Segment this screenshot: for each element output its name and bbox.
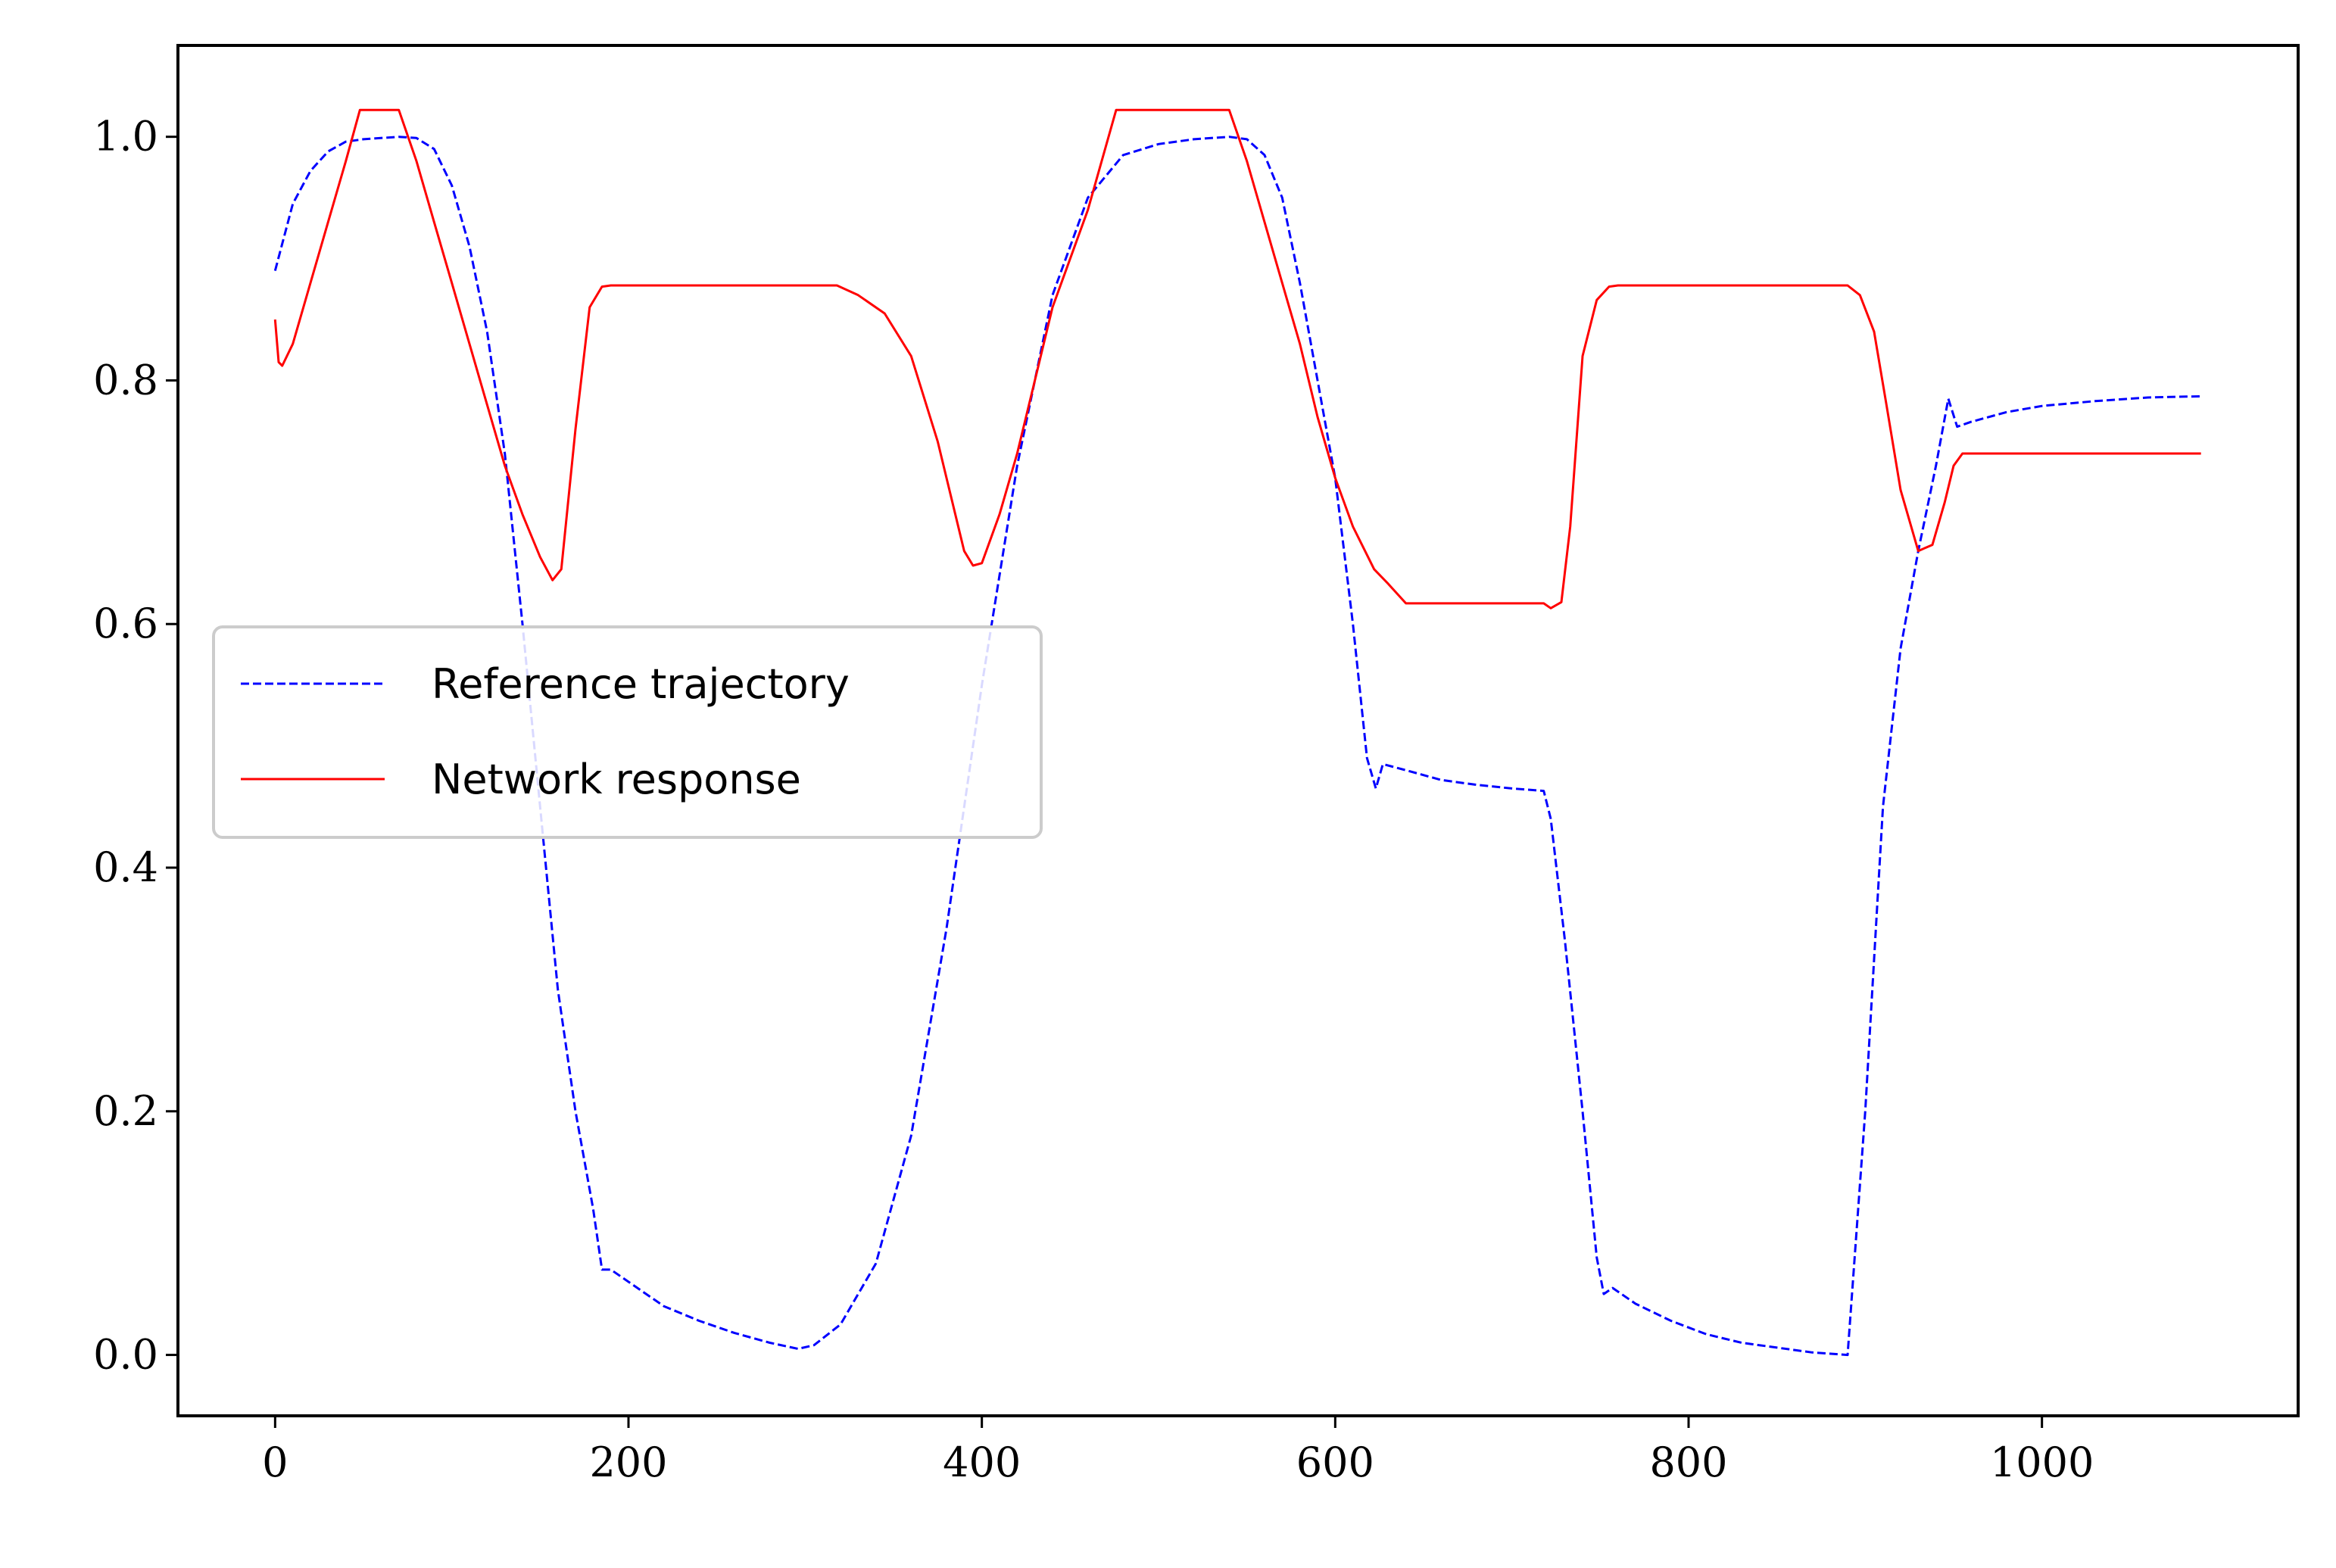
x-tick-label: 600 [1296, 1439, 1374, 1486]
series-line-network-response [273, 108, 2201, 609]
y-tick-label: 0.2 [93, 1087, 158, 1135]
y-tick-label: 0.8 [93, 356, 158, 404]
y-axis: 0.0 0.2 0.4 0.6 0.8 1.0 [93, 113, 178, 1379]
x-tick-label: 1000 [1990, 1439, 2094, 1486]
legend-label-network-response: Network response [432, 756, 801, 803]
x-tick-label: 400 [943, 1439, 1021, 1486]
y-tick-label: 0.4 [93, 843, 158, 891]
series-line-reference-trajectory [273, 136, 2201, 1357]
legend: Reference trajectory Network response [212, 625, 1043, 839]
axes-frame [176, 44, 2300, 1417]
x-tick-label: 0 [262, 1439, 288, 1486]
x-tick-label: 800 [1649, 1439, 1727, 1486]
y-tick-label: 1.0 [93, 113, 158, 161]
legend-label-reference-trajectory: Reference trajectory [432, 660, 850, 708]
y-tick-label: 0.6 [93, 600, 158, 647]
x-tick-label: 200 [589, 1439, 667, 1486]
y-tick-label: 0.0 [93, 1331, 158, 1379]
series-layer [273, 108, 2201, 1357]
legend-box [212, 625, 1043, 839]
x-axis: 0 200 400 600 800 1000 [262, 1416, 2094, 1486]
